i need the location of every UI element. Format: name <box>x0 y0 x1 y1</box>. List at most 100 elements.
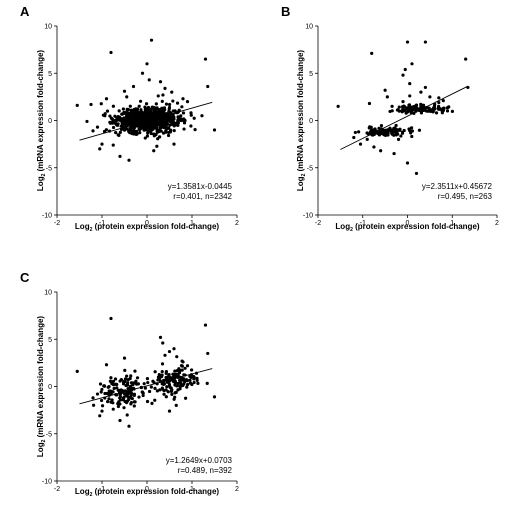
data-point <box>125 383 130 387</box>
data-point <box>158 80 163 84</box>
data-point <box>142 382 146 386</box>
data-point <box>417 128 422 132</box>
data-point <box>396 128 400 132</box>
data-point <box>153 398 157 402</box>
data-point <box>179 381 183 385</box>
data-point <box>185 379 190 383</box>
data-point <box>179 118 183 123</box>
data-point <box>164 395 168 399</box>
data-point <box>176 118 180 122</box>
data-point <box>409 131 413 135</box>
data-point <box>121 396 126 400</box>
data-point <box>122 356 127 360</box>
data-point <box>186 382 190 387</box>
data-point <box>168 375 172 380</box>
data-point <box>109 376 113 380</box>
data-point <box>99 398 104 403</box>
x-tick-label: 1 <box>190 220 194 227</box>
data-point <box>365 131 369 135</box>
data-point <box>163 86 167 90</box>
data-point <box>166 390 170 394</box>
data-point <box>147 78 151 82</box>
x-axis-label: Log2 (protein expression fold-change) <box>75 222 219 233</box>
data-point <box>400 130 405 134</box>
data-point <box>406 109 410 113</box>
data-point <box>428 95 432 99</box>
data-point <box>159 112 163 117</box>
data-point <box>122 392 127 396</box>
data-point <box>146 105 151 110</box>
data-point <box>149 125 153 129</box>
data-point <box>464 57 468 61</box>
data-point <box>109 400 113 404</box>
data-point <box>111 121 115 125</box>
data-point <box>138 131 142 135</box>
data-point <box>172 397 176 401</box>
data-point <box>433 107 437 111</box>
data-point <box>172 380 176 384</box>
data-point <box>440 108 444 112</box>
data-point <box>378 131 382 136</box>
data-point <box>145 399 150 404</box>
data-point <box>390 104 394 108</box>
data-point <box>128 131 132 135</box>
data-point <box>113 377 118 381</box>
data-point <box>158 388 162 392</box>
data-point <box>91 403 96 407</box>
data-point <box>126 378 130 382</box>
data-point <box>126 381 130 385</box>
data-point <box>108 120 112 124</box>
y-axis-label: Log2 (mRNA expression fold-change) <box>296 50 307 192</box>
data-point <box>140 71 145 75</box>
data-point <box>135 117 139 121</box>
data-point <box>401 100 405 104</box>
data-point <box>149 131 153 136</box>
data-point <box>174 403 178 407</box>
data-point <box>185 385 189 389</box>
data-point <box>111 390 115 394</box>
y-tick-label: 10 <box>44 290 52 297</box>
data-point <box>163 353 167 357</box>
data-point <box>130 132 134 136</box>
data-point <box>170 90 174 94</box>
data-point <box>153 370 157 374</box>
data-point <box>408 82 412 86</box>
data-point <box>103 391 107 396</box>
data-points <box>75 316 217 428</box>
data-point <box>145 109 149 113</box>
data-point <box>384 128 388 132</box>
data-point <box>372 145 376 149</box>
data-point <box>111 143 115 147</box>
data-point <box>160 119 164 123</box>
data-point <box>180 377 184 381</box>
data-point <box>144 102 149 106</box>
data-point <box>196 381 200 385</box>
data-point <box>140 390 144 394</box>
data-point <box>135 382 139 386</box>
data-point <box>115 123 119 127</box>
y-tick-label: 0 <box>309 118 313 125</box>
data-point <box>167 349 172 354</box>
data-point <box>129 402 133 406</box>
data-point <box>111 407 115 411</box>
data-point <box>405 106 409 110</box>
data-point <box>175 355 179 359</box>
y-tick-label: -10 <box>42 479 52 486</box>
data-point <box>357 130 361 134</box>
data-point <box>117 133 121 137</box>
regression-equation: y=1.2649x+0.0703 <box>166 456 233 465</box>
data-point <box>167 107 171 111</box>
data-point <box>450 109 454 113</box>
data-point <box>409 110 413 115</box>
data-point <box>123 379 127 383</box>
data-point <box>123 368 127 372</box>
data-point <box>155 106 159 110</box>
x-tick-label: -1 <box>99 220 105 227</box>
data-point <box>131 129 135 133</box>
data-point <box>390 109 394 113</box>
data-point <box>146 380 150 385</box>
data-point <box>109 380 113 384</box>
data-point <box>401 73 405 77</box>
